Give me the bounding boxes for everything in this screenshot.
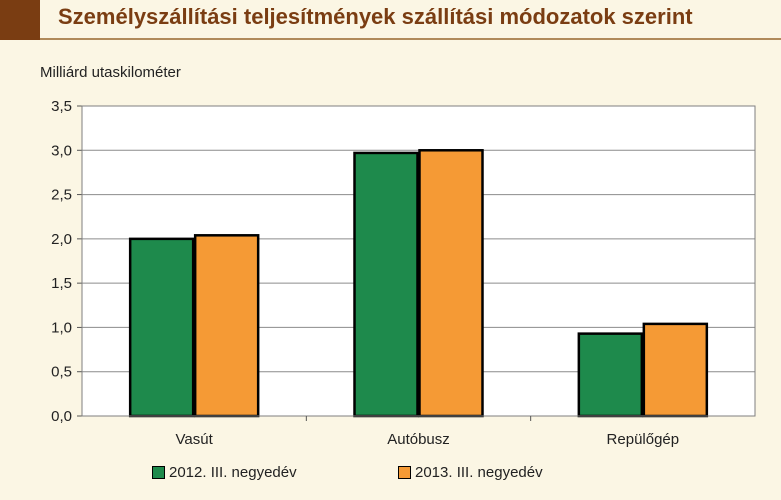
bar-Vasút-2012. III. negyedév — [128, 237, 195, 418]
x-category-label: Autóbusz — [387, 431, 450, 448]
title-accent-square — [0, 0, 40, 40]
y-tick-label: 0,0 — [51, 408, 72, 425]
chart-title: Személyszállítási teljesítmények szállít… — [58, 4, 693, 29]
y-tick-label: 2,5 — [51, 187, 72, 204]
x-category-label: Vasút — [176, 431, 214, 448]
title-bar: Személyszállítási teljesítmények szállít… — [0, 0, 781, 40]
y-tick-label: 1,0 — [51, 319, 72, 336]
bar-Repülőgép-2012. III. negyedév — [577, 332, 644, 418]
x-category-label: Repülőgép — [607, 431, 680, 448]
legend-swatch-2013 — [398, 466, 411, 479]
legend-swatch-2012 — [152, 466, 165, 479]
bar-Autóbusz-2012. III. negyedév — [353, 151, 419, 418]
legend-label-2012: 2012. III. negyedév — [169, 464, 297, 481]
bar-Autóbusz-2013. III. negyedév — [418, 149, 484, 418]
legend-label-2013: 2013. III. negyedév — [415, 464, 543, 481]
y-tick-label: 3,5 — [51, 98, 72, 115]
y-tick-label: 0,5 — [51, 364, 72, 381]
bar-Vasút-2013. III. negyedév — [193, 234, 260, 418]
legend: 2012. III. negyedév 2013. III. negyedév — [0, 464, 781, 488]
title-underline — [40, 38, 781, 40]
y-tick-label: 1,5 — [51, 275, 72, 292]
y-tick-label: 2,0 — [51, 231, 72, 248]
legend-item-2013: 2013. III. negyedév — [398, 464, 543, 481]
y-axis-unit-label: Milliárd utaskilométer — [40, 64, 181, 81]
bar-Repülőgép-2013. III. negyedév — [642, 322, 709, 418]
y-tick-label: 3,0 — [51, 142, 72, 159]
plot-border — [81, 105, 756, 417]
legend-item-2012: 2012. III. negyedév — [152, 464, 297, 481]
